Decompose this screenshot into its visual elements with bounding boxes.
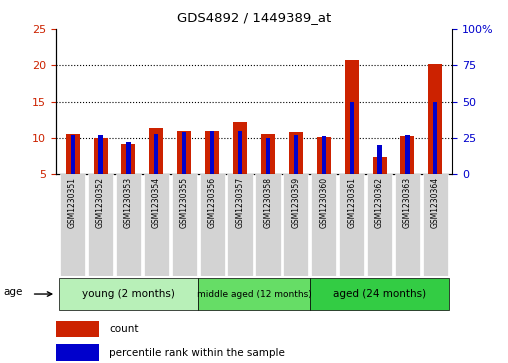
Bar [88, 174, 113, 276]
Text: GSM1230361: GSM1230361 [347, 177, 356, 228]
Bar [58, 278, 198, 310]
Text: GDS4892 / 1449389_at: GDS4892 / 1449389_at [177, 11, 331, 24]
Bar [339, 174, 364, 276]
Bar [205, 131, 219, 174]
Text: GSM1230359: GSM1230359 [292, 177, 300, 228]
Bar [428, 64, 442, 174]
Bar [116, 174, 141, 276]
Text: percentile rank within the sample: percentile rank within the sample [109, 348, 285, 358]
Bar [233, 122, 247, 174]
Text: aged (24 months): aged (24 months) [333, 289, 426, 299]
Bar [228, 174, 252, 276]
Bar [405, 135, 409, 174]
Bar [256, 174, 280, 276]
Bar [66, 134, 80, 174]
Bar [56, 344, 99, 361]
Text: GSM1230357: GSM1230357 [236, 177, 244, 228]
Bar [99, 135, 103, 174]
Bar [121, 144, 136, 174]
Text: GSM1230352: GSM1230352 [96, 177, 105, 228]
Text: GSM1230355: GSM1230355 [180, 177, 189, 228]
Bar [200, 174, 225, 276]
Text: GSM1230364: GSM1230364 [431, 177, 440, 228]
Text: GSM1230354: GSM1230354 [152, 177, 161, 228]
Bar [182, 132, 186, 174]
Text: middle aged (12 months): middle aged (12 months) [197, 290, 311, 298]
Text: GSM1230353: GSM1230353 [124, 177, 133, 228]
Bar [261, 134, 275, 174]
Bar [400, 136, 415, 174]
Bar [60, 174, 85, 276]
Bar [310, 278, 450, 310]
Bar [71, 135, 75, 174]
Bar [372, 157, 387, 174]
Bar [395, 174, 420, 276]
Text: GSM1230363: GSM1230363 [403, 177, 412, 228]
Bar [172, 174, 197, 276]
Bar [154, 134, 158, 174]
Bar [423, 174, 448, 276]
Text: age: age [3, 287, 22, 297]
Bar [345, 60, 359, 174]
Bar [93, 138, 108, 174]
Text: GSM1230360: GSM1230360 [319, 177, 328, 228]
Bar [377, 145, 382, 174]
Bar [433, 102, 437, 174]
Bar [149, 128, 163, 174]
Bar [126, 142, 131, 174]
Text: young (2 months): young (2 months) [82, 289, 175, 299]
Bar [317, 137, 331, 174]
Bar [289, 132, 303, 174]
Text: count: count [109, 324, 139, 334]
Bar [322, 136, 326, 174]
Bar [177, 131, 191, 174]
Bar [266, 138, 270, 174]
Text: GSM1230356: GSM1230356 [208, 177, 216, 228]
Bar [311, 174, 336, 276]
Text: GSM1230358: GSM1230358 [264, 177, 272, 228]
Bar [283, 174, 308, 276]
Bar [144, 174, 169, 276]
Bar [210, 131, 214, 174]
Bar [238, 131, 242, 174]
Bar [350, 102, 354, 174]
Bar [294, 135, 298, 174]
Bar [198, 278, 310, 310]
Text: GSM1230351: GSM1230351 [68, 177, 77, 228]
Bar [367, 174, 392, 276]
Bar [56, 321, 99, 337]
Text: GSM1230362: GSM1230362 [375, 177, 384, 228]
